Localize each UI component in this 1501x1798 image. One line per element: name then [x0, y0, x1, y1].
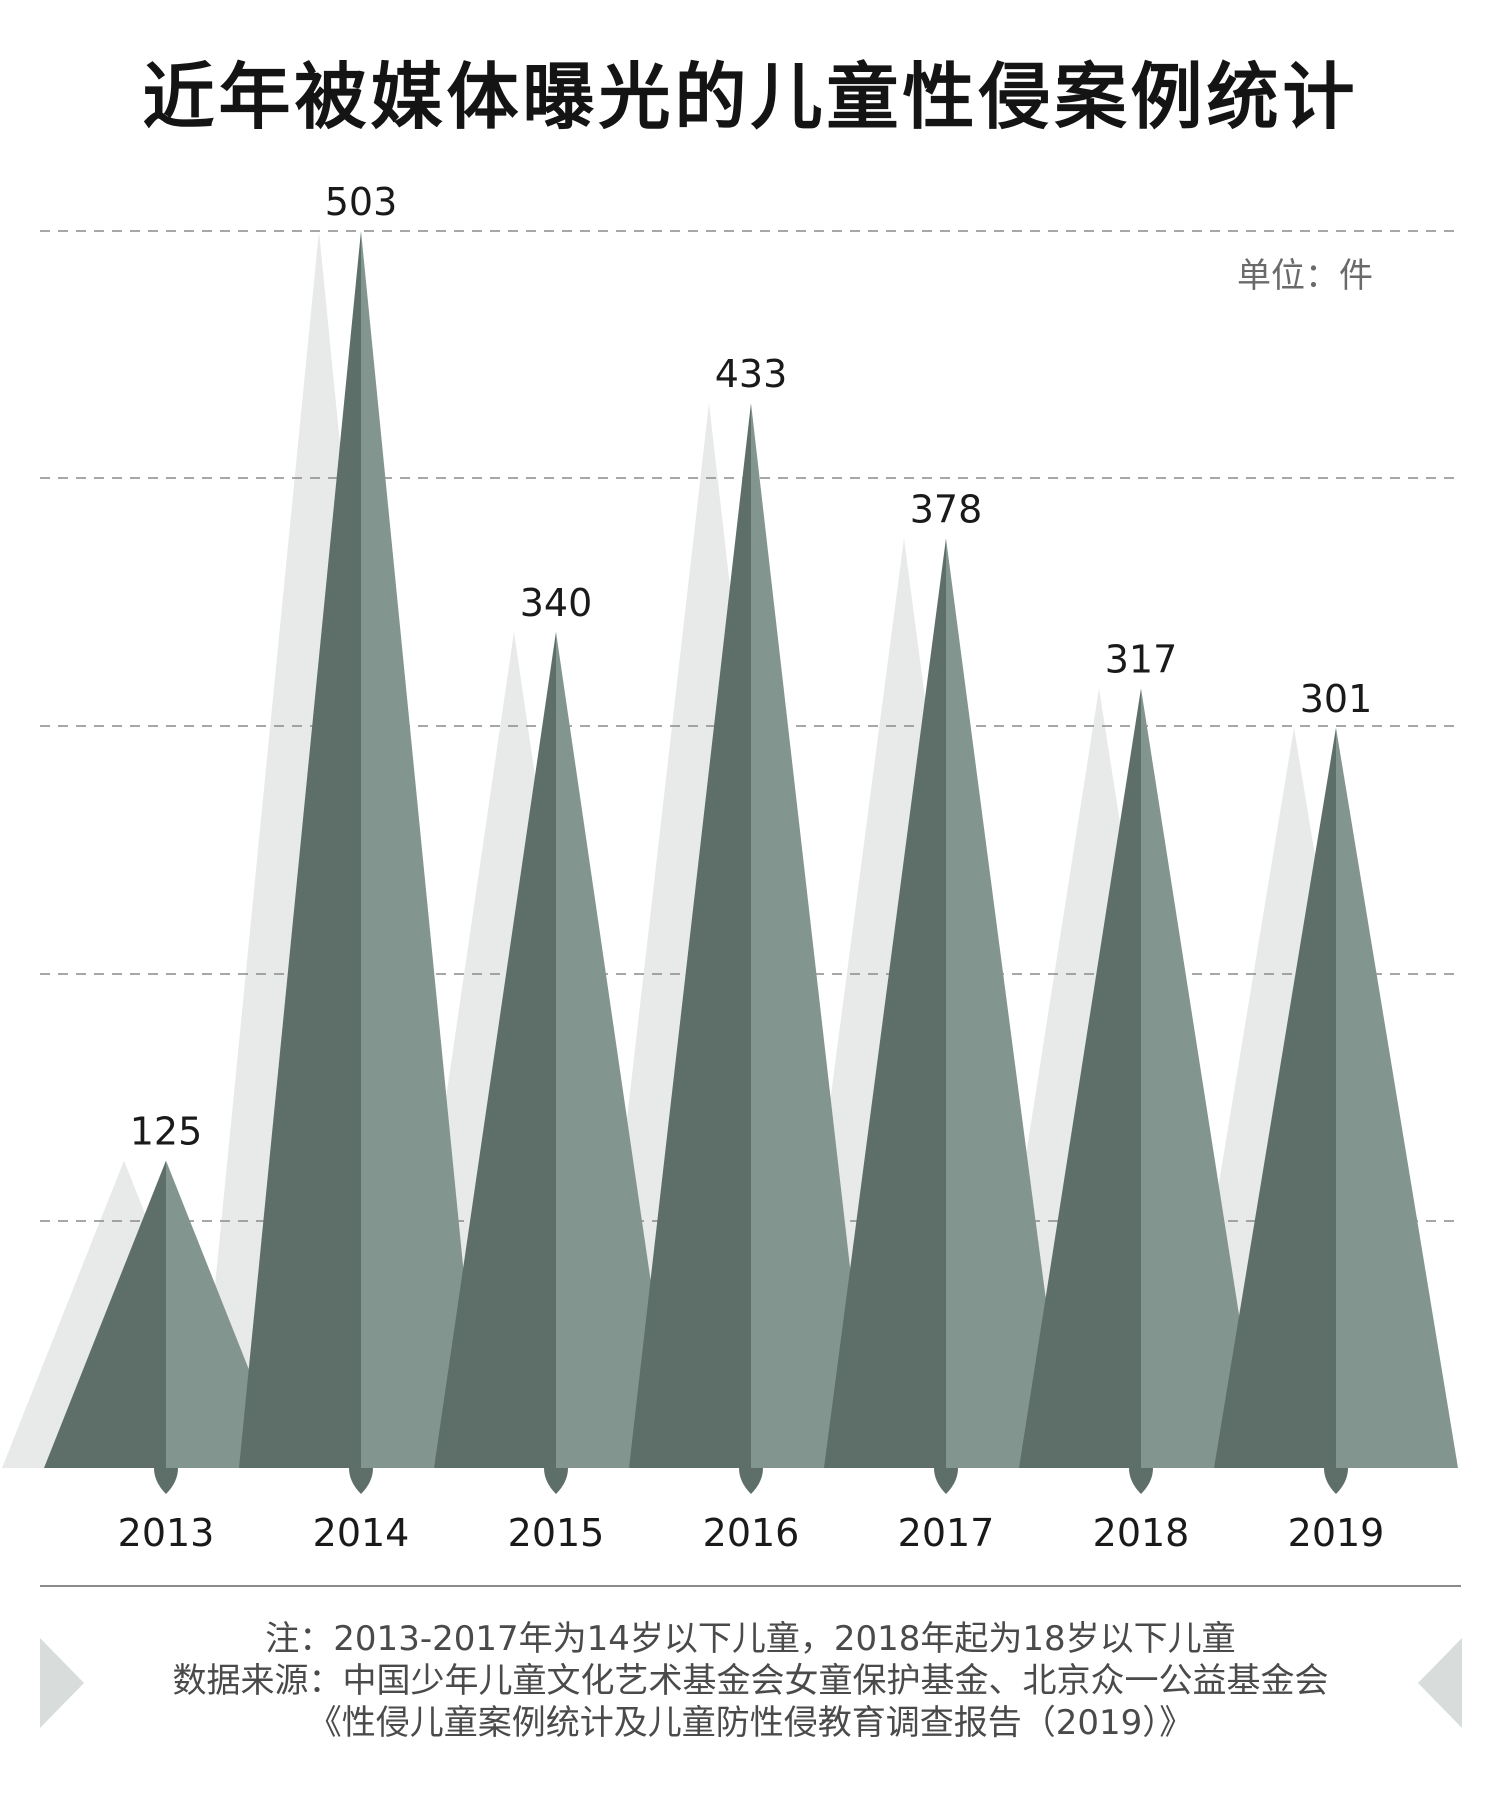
peak-2017	[824, 538, 1068, 1468]
peak-light-half	[1141, 688, 1263, 1468]
axis-marker	[1129, 1468, 1153, 1494]
peak-dark-half	[239, 231, 361, 1468]
peak-light-half	[1336, 727, 1458, 1468]
note-line-3: 《性侵儿童案例统计及儿童防性侵教育调查报告（2019）》	[307, 1703, 1194, 1743]
x-tick-label: 2019	[1288, 1511, 1385, 1555]
axis-marker	[934, 1468, 958, 1494]
value-label: 340	[520, 581, 593, 625]
right-arrow-decoration	[1418, 1638, 1462, 1728]
value-label: 301	[1300, 677, 1373, 721]
peak-dark-half	[1019, 688, 1141, 1468]
value-label: 378	[910, 487, 983, 531]
value-label: 433	[715, 352, 788, 396]
peaks	[44, 231, 1458, 1469]
axis-marker	[349, 1468, 373, 1494]
peak-dark-half	[44, 1160, 166, 1468]
axis-markers	[154, 1468, 1348, 1494]
x-tick-label: 2015	[508, 1511, 605, 1555]
note-line-1: 注：2013-2017年为14岁以下儿童，2018年起为18岁以下儿童	[265, 1619, 1236, 1659]
peak-dark-half	[434, 631, 556, 1468]
axis-marker	[544, 1468, 568, 1494]
footnotes: 注：2013-2017年为14岁以下儿童，2018年起为18岁以下儿童 数据来源…	[120, 1618, 1381, 1744]
chart-title: 近年被媒体曝光的儿童性侵案例统计	[142, 55, 1359, 139]
peak-2015	[434, 631, 678, 1468]
x-tick-label: 2016	[703, 1511, 800, 1555]
peak-2016	[629, 403, 873, 1469]
peak-light-half	[946, 538, 1068, 1468]
x-tick-labels: 2013 2014 2015 2016 2017 2018 2019	[118, 1511, 1385, 1555]
axis-marker	[154, 1468, 178, 1494]
value-label: 125	[130, 1110, 203, 1154]
peak-dark-half	[629, 403, 751, 1469]
peak-2018	[1019, 688, 1263, 1468]
peak-light-half	[751, 403, 873, 1469]
peak-dark-half	[824, 538, 946, 1468]
note-line-2: 数据来源：中国少年儿童文化艺术基金会女童保护基金、北京众一公益基金会	[172, 1661, 1329, 1701]
peak-2014	[239, 231, 483, 1468]
peak-light-half	[361, 231, 483, 1468]
x-tick-label: 2014	[313, 1511, 410, 1555]
value-label: 317	[1105, 637, 1178, 681]
x-tick-label: 2018	[1093, 1511, 1190, 1555]
value-label: 503	[325, 180, 398, 224]
axis-marker	[739, 1468, 763, 1494]
value-labels: 125 503 340 433 378 317 301	[130, 180, 1373, 1154]
axis-marker	[1324, 1468, 1348, 1494]
peak-2019	[1214, 727, 1458, 1468]
left-arrow-decoration	[40, 1638, 84, 1728]
unit-label: 单位：件	[1237, 256, 1373, 296]
x-tick-label: 2017	[898, 1511, 995, 1555]
peak-dark-half	[1214, 727, 1336, 1468]
x-tick-label: 2013	[118, 1511, 215, 1555]
peak-light-half	[556, 631, 678, 1468]
